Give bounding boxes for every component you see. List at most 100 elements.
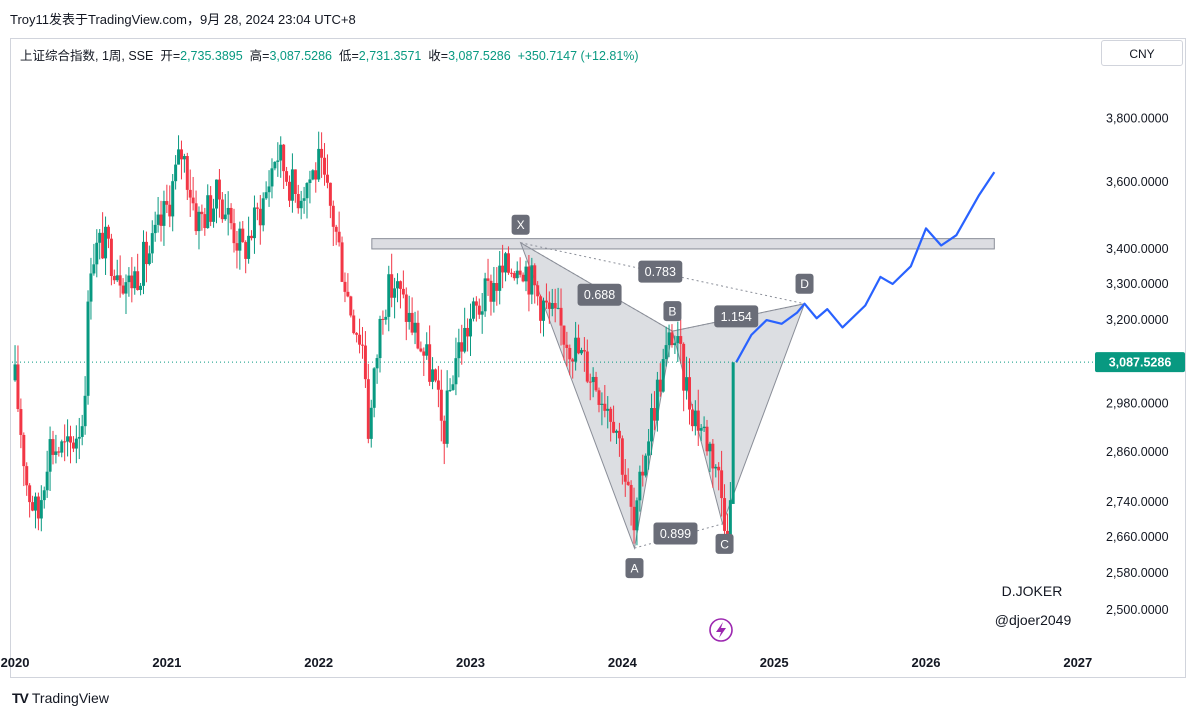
candle-body bbox=[714, 466, 718, 469]
candle-body bbox=[577, 337, 581, 354]
candle-body bbox=[609, 408, 613, 422]
candle-body bbox=[264, 192, 268, 199]
candle-body bbox=[667, 332, 671, 346]
candle-body bbox=[539, 296, 543, 321]
candle-body bbox=[179, 149, 183, 160]
candle-body bbox=[623, 474, 627, 482]
candle-body bbox=[106, 226, 110, 239]
point-label: X bbox=[517, 218, 525, 232]
candle-body bbox=[104, 226, 108, 259]
candle-body bbox=[57, 451, 61, 453]
candle-body bbox=[334, 226, 338, 232]
candle-body bbox=[156, 214, 160, 225]
candle-body bbox=[685, 377, 689, 391]
candle-body bbox=[109, 238, 113, 277]
candle-body bbox=[676, 336, 680, 344]
candle-body bbox=[574, 337, 578, 362]
candle-body bbox=[54, 451, 58, 455]
candle-body bbox=[585, 351, 589, 382]
candle-body bbox=[658, 379, 662, 392]
ratio-label-bg bbox=[653, 522, 698, 545]
candle-body bbox=[679, 336, 683, 344]
low-value: 2,731.3571 bbox=[358, 49, 422, 63]
candle-body bbox=[206, 195, 210, 229]
candle-body bbox=[101, 232, 105, 259]
candle-body bbox=[185, 156, 189, 190]
candle-body bbox=[655, 379, 659, 421]
candle-body bbox=[182, 156, 186, 160]
candle-body bbox=[673, 343, 677, 346]
candle-body bbox=[28, 485, 32, 503]
candle-body bbox=[728, 500, 732, 536]
open-value: 2,735.3895 bbox=[180, 49, 243, 63]
candle-body-last bbox=[731, 362, 735, 504]
candle-body bbox=[340, 242, 344, 282]
candle-body bbox=[693, 410, 697, 427]
candle-body bbox=[521, 274, 525, 282]
candle-body bbox=[650, 408, 654, 442]
candle-body bbox=[142, 241, 146, 286]
projection-line bbox=[735, 171, 996, 363]
candle-body bbox=[711, 443, 715, 469]
publisher-line: Troy11发表于TradingView.com，9月 28, 2024 23:… bbox=[10, 12, 356, 27]
candle-body bbox=[372, 368, 376, 408]
tradingview-brand[interactable]: TV TradingView bbox=[12, 690, 109, 706]
y-tick-label: 2,740.0000 bbox=[1106, 495, 1169, 509]
candle-body bbox=[506, 253, 510, 273]
ratio-label: 0.899 bbox=[660, 527, 691, 541]
candle-body bbox=[112, 276, 116, 281]
candle-body bbox=[320, 148, 324, 158]
candle-body bbox=[387, 274, 391, 317]
lightning-icon[interactable] bbox=[709, 618, 733, 642]
candle-body bbox=[69, 436, 73, 443]
candle-body bbox=[71, 442, 75, 449]
candle-body bbox=[171, 181, 175, 217]
candle-body bbox=[358, 334, 362, 345]
candle-body bbox=[579, 350, 583, 354]
point-label-bg bbox=[715, 533, 734, 554]
candle-body bbox=[556, 307, 560, 309]
point-label-bg bbox=[663, 301, 682, 322]
candle-body bbox=[416, 322, 420, 349]
candle-body bbox=[454, 358, 458, 385]
candle-body bbox=[460, 342, 464, 352]
candle-body bbox=[445, 390, 449, 444]
candle-body bbox=[696, 410, 700, 431]
symbol-legend: 上证综合指数, 1周, SSE 开=2,735.3895 高=3,087.528… bbox=[20, 45, 639, 64]
y-tick-label: 2,500.0000 bbox=[1106, 603, 1169, 617]
candle-body bbox=[562, 325, 566, 345]
pattern-dotted-leg bbox=[520, 242, 673, 332]
candle-body bbox=[261, 198, 265, 226]
candle-body bbox=[635, 500, 639, 531]
candle-body bbox=[492, 283, 496, 302]
watermark-handle: @djoer2049 bbox=[995, 612, 1072, 628]
candle-body bbox=[504, 253, 508, 273]
candle-body bbox=[725, 530, 729, 536]
candle-body bbox=[582, 350, 586, 352]
candle-body bbox=[398, 281, 402, 289]
currency-button[interactable]: CNY bbox=[1101, 40, 1183, 66]
candle-body bbox=[83, 395, 87, 427]
candle-body bbox=[620, 438, 624, 475]
candle-body bbox=[641, 471, 645, 476]
candle-body bbox=[352, 315, 356, 334]
candle-body bbox=[670, 332, 674, 346]
candle-body bbox=[48, 439, 52, 472]
candle-body bbox=[524, 266, 528, 282]
candle-body bbox=[550, 303, 554, 309]
change-value: +350.7147 (+12.81%) bbox=[517, 49, 639, 63]
candle-body bbox=[451, 384, 455, 390]
candle-body bbox=[644, 455, 648, 476]
candle-body bbox=[612, 421, 616, 433]
candle-body bbox=[162, 201, 166, 226]
symbol-name: 上证综合指数, 1周, SSE bbox=[20, 49, 154, 63]
candle-body bbox=[469, 318, 473, 337]
candle-body bbox=[471, 301, 475, 319]
ratio-label-bg bbox=[638, 260, 683, 283]
candle-body bbox=[384, 316, 388, 320]
x-tick-label: 2022 bbox=[304, 655, 333, 670]
candle-body bbox=[33, 496, 37, 511]
candle-body bbox=[302, 198, 306, 201]
candle-body bbox=[527, 266, 531, 295]
